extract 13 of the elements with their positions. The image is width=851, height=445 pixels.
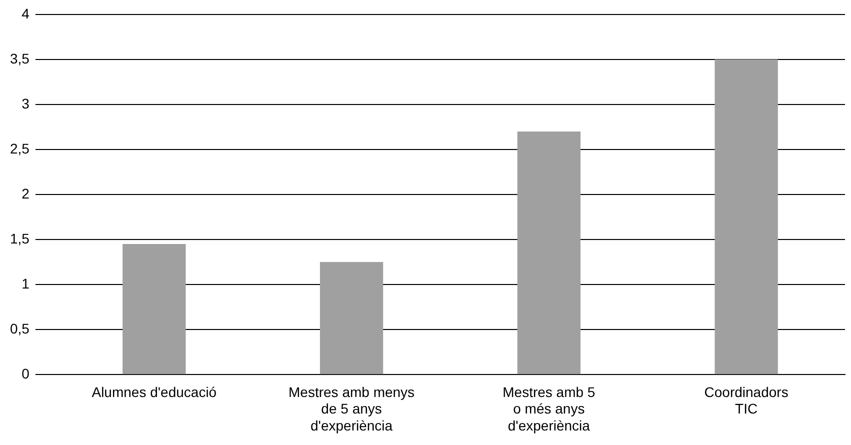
y-tick-label: 0 [22,365,30,382]
y-tick-label: 3,5 [10,50,30,66]
x-tick-label: Mestres amb 5 o més anys d'experiència [502,384,596,434]
y-tick-label: 2,5 [10,140,30,156]
y-tick-label: 1,5 [10,230,30,246]
x-tick-label: Alumnes d'educació [92,384,217,400]
y-tick-label: 2 [22,185,30,202]
y-tick-label: 0,5 [10,320,30,336]
x-tick-label: Coordinadors TIC [704,384,788,417]
x-tick-label: Mestres amb menys de 5 anys d'experiència [288,384,415,434]
y-tick-label: 4 [22,5,30,22]
y-tick-label: 3 [22,95,30,112]
y-tick-label: 1 [22,275,30,292]
